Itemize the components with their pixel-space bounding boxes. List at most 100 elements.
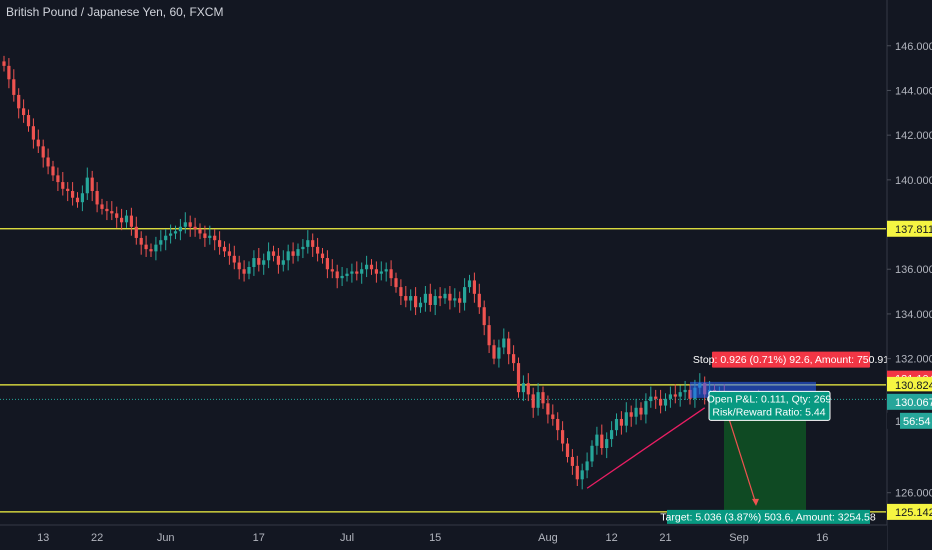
candle-body <box>414 296 418 308</box>
price-tick-label: 142.000 <box>895 130 932 142</box>
candle <box>17 88 21 119</box>
candle <box>75 192 80 208</box>
candle-body <box>683 389 687 393</box>
time-axis[interactable]: 13 22 Jun 17 Jul 15 Aug 12 21 Sep 16 <box>0 524 887 550</box>
candle <box>164 229 168 251</box>
candle <box>291 242 295 264</box>
candle-body <box>365 264 369 270</box>
candle-body <box>247 267 251 274</box>
candle <box>22 99 26 123</box>
time-tick-label: Sep <box>729 532 749 544</box>
candle <box>428 283 432 312</box>
candle <box>423 285 427 312</box>
candle <box>198 223 202 240</box>
candle-body <box>448 293 452 301</box>
candle-body <box>149 249 153 252</box>
candle <box>144 235 148 257</box>
trend-line[interactable] <box>586 407 706 489</box>
candle-body <box>443 293 447 299</box>
price-tag-entry[interactable]: 130.824 <box>895 380 932 392</box>
price-tag-target-bg <box>887 503 932 520</box>
candle-body <box>276 255 280 265</box>
price-tag-current-bg <box>887 393 932 410</box>
candle <box>516 357 521 398</box>
price-tag-target[interactable]: 125.142 <box>895 507 932 519</box>
candle <box>355 261 359 281</box>
candle <box>80 185 84 212</box>
candle <box>262 253 266 275</box>
candle-body <box>663 398 668 406</box>
candle-body <box>291 251 295 256</box>
candle <box>31 118 35 149</box>
candle <box>193 217 197 237</box>
price-tag-partial-bg <box>887 412 901 429</box>
candle-body <box>649 396 653 402</box>
candle-body <box>507 338 511 355</box>
candle-body <box>394 278 398 288</box>
candle <box>178 218 182 241</box>
time-tick-label: 13 <box>37 532 49 544</box>
candle <box>673 384 677 404</box>
price-tag-resistance[interactable]: 137.811 <box>895 224 932 236</box>
time-tick-label: Jul <box>340 532 354 544</box>
time-tick-label: Jun <box>157 532 175 544</box>
candle-body <box>585 461 589 471</box>
candle-body <box>556 418 560 431</box>
candle <box>41 139 45 168</box>
candle-body <box>22 108 26 116</box>
candle <box>124 210 129 228</box>
price-axis[interactable]: 126.000 132.000 134.000 136.000 140.000 142.0… <box>886 0 932 550</box>
candle <box>394 272 398 293</box>
candle-body <box>306 240 310 247</box>
candle-body <box>565 443 570 457</box>
candle-body <box>95 191 99 205</box>
chart-title: British Pound / Japanese Yen, 60, FXCM <box>6 5 224 19</box>
candle-body <box>159 240 163 245</box>
candle <box>414 287 418 316</box>
candle-body <box>12 79 16 95</box>
candle <box>320 248 325 264</box>
candle-body <box>169 233 173 236</box>
candle <box>379 261 383 281</box>
candle-body <box>624 412 628 426</box>
projection-arrow <box>725 409 757 505</box>
candle-body <box>316 246 320 254</box>
candle <box>345 268 349 282</box>
candle <box>492 339 496 365</box>
candle-body <box>164 235 168 241</box>
candle-body <box>561 430 565 444</box>
candle <box>71 182 75 206</box>
candle <box>541 386 545 409</box>
candle-body <box>208 235 212 238</box>
candle <box>183 212 187 234</box>
candle <box>365 255 369 278</box>
candle-body <box>614 418 619 431</box>
candle <box>438 287 442 307</box>
candle-body <box>124 215 129 223</box>
candle <box>605 432 609 459</box>
candle-body <box>218 240 222 247</box>
countdown-bg <box>900 412 932 429</box>
candle <box>565 437 570 463</box>
candle <box>115 206 119 228</box>
candle-body <box>271 251 276 256</box>
candle <box>644 393 648 424</box>
candle-body <box>355 271 359 274</box>
candle <box>570 449 574 475</box>
time-axis-bg <box>0 525 887 550</box>
price-tag-current[interactable]: 130.067 <box>895 397 932 409</box>
candle-body <box>423 293 427 303</box>
pnl-label: Open P&L: 0.111, Qty: 269 <box>707 393 832 405</box>
candle <box>129 207 133 236</box>
candle <box>36 129 40 154</box>
candle-body <box>673 394 677 397</box>
candle <box>497 339 501 368</box>
candle-body <box>668 394 672 399</box>
short-position[interactable]: Stop: 0.926 (0.71%) 92.6, Amount: 750.91… <box>660 351 889 524</box>
candle <box>281 250 285 272</box>
candle <box>306 230 310 254</box>
candle-body <box>369 264 374 270</box>
price-tick-label: 126.000 <box>895 488 932 500</box>
projection-arrow-head <box>752 498 759 506</box>
